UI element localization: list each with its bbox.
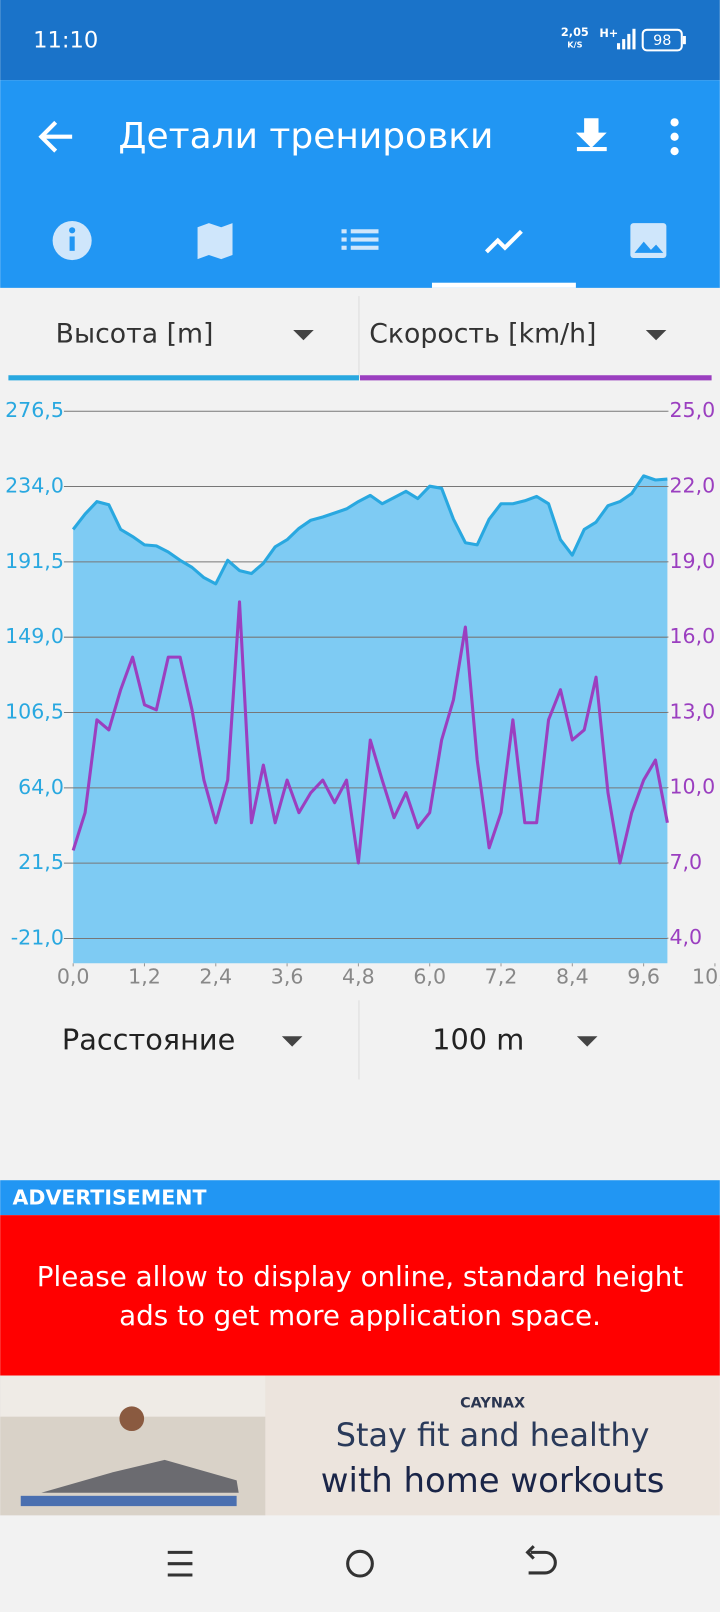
left-selector-underline	[8, 375, 359, 381]
dropdown-arrow	[281, 1036, 303, 1047]
y2-tick-label: 10,0	[669, 775, 715, 799]
ad-message: Please allow to display online, standard…	[37, 1260, 684, 1293]
ad-brand: CAYNAX	[460, 1395, 525, 1411]
app-bar	[0, 80, 720, 288]
x-axis-unit-selector[interactable]: Расстояние	[62, 1022, 235, 1056]
y-tick-label: -21,0	[11, 925, 64, 949]
dropdown-arrow	[576, 1036, 598, 1047]
y2-tick-label: 16,0	[669, 624, 715, 648]
net-unit: K/S	[567, 40, 582, 50]
tab-photo[interactable]	[630, 223, 667, 259]
y-tick-label: 64,0	[18, 775, 64, 799]
app-title: Детали тренировки	[118, 116, 493, 157]
x-tick-label: 2,4	[199, 965, 232, 989]
ad-line: with home workouts	[321, 1461, 665, 1500]
signal-icon	[617, 28, 636, 50]
download-button[interactable]	[575, 118, 607, 152]
y-tick-label: 21,5	[18, 850, 64, 874]
y-tick-label: 276,5	[5, 398, 64, 422]
tab-info[interactable]	[52, 221, 92, 261]
left-series-selector[interactable]: Высота [m]	[56, 319, 214, 350]
clock: 11:10	[33, 28, 98, 54]
right-selector-underline	[360, 375, 712, 381]
right-series-selector[interactable]: Скорость [km/h]	[369, 319, 596, 350]
battery-level: 98	[653, 33, 671, 49]
ad-line: Stay fit and healthy	[336, 1416, 650, 1454]
ad-notice[interactable]	[0, 1215, 720, 1376]
dropdown-arrow	[293, 330, 314, 341]
y-tick-label: 234,0	[5, 474, 64, 498]
x-tick-label: 7,2	[485, 965, 518, 989]
ad-header: ADVERTISEMENT	[13, 1186, 207, 1210]
battery-icon	[641, 28, 683, 52]
y-tick-label: 149,0	[5, 624, 64, 648]
plot: -21,0 21,5 64,0 106,5 149,0 191,5 234,0 276,5 4,…	[5, 398, 720, 988]
ad-banner[interactable]	[0, 1375, 720, 1516]
nav-menu[interactable]	[167, 1550, 193, 1577]
dropdown-arrow	[645, 330, 667, 341]
ad-header-bar	[0, 1180, 720, 1216]
data-line	[71, 474, 668, 586]
network-type: H+	[599, 27, 618, 40]
y-tick-label: 106,5	[5, 700, 64, 724]
tab-chart[interactable]	[484, 229, 523, 254]
x-tick-label: 9,6	[627, 965, 660, 989]
interval-selector[interactable]: 100 m	[432, 1022, 524, 1056]
x-tick-label: 4,8	[342, 965, 375, 989]
y2-tick-label: 7,0	[669, 850, 702, 874]
tab-indicator	[431, 282, 576, 288]
tab-map[interactable]	[197, 223, 233, 260]
x-tick-label: 1,2	[128, 965, 161, 989]
y2-tick-label: 13,0	[669, 699, 715, 723]
x-tick-label: 3,6	[271, 965, 304, 989]
status-bar	[0, 0, 720, 81]
tab-list[interactable]	[341, 229, 379, 250]
nav-home[interactable]	[346, 1549, 374, 1578]
x-tick-label: 8,4	[556, 965, 589, 989]
y-tick-label: 191,5	[5, 549, 64, 573]
area	[73, 475, 668, 964]
nav-back[interactable]	[525, 1545, 557, 1575]
y2-tick-label: 22,0	[669, 474, 715, 498]
menu-button[interactable]	[670, 118, 679, 156]
data-line	[71, 600, 669, 865]
x-tick-label: 10,8	[692, 965, 720, 989]
x-tick-label: 0,0	[57, 965, 90, 989]
x-tick-label: 6,0	[413, 965, 446, 989]
y2-tick-label: 25,0	[669, 398, 715, 422]
ad-message: ads to get more application space.	[119, 1299, 601, 1332]
y2-tick-label: 19,0	[669, 549, 715, 573]
net-speed: 2,05	[561, 26, 589, 39]
y2-tick-label: 4,0	[669, 925, 702, 949]
back-button[interactable]	[38, 120, 73, 153]
battery-tip	[682, 35, 686, 45]
